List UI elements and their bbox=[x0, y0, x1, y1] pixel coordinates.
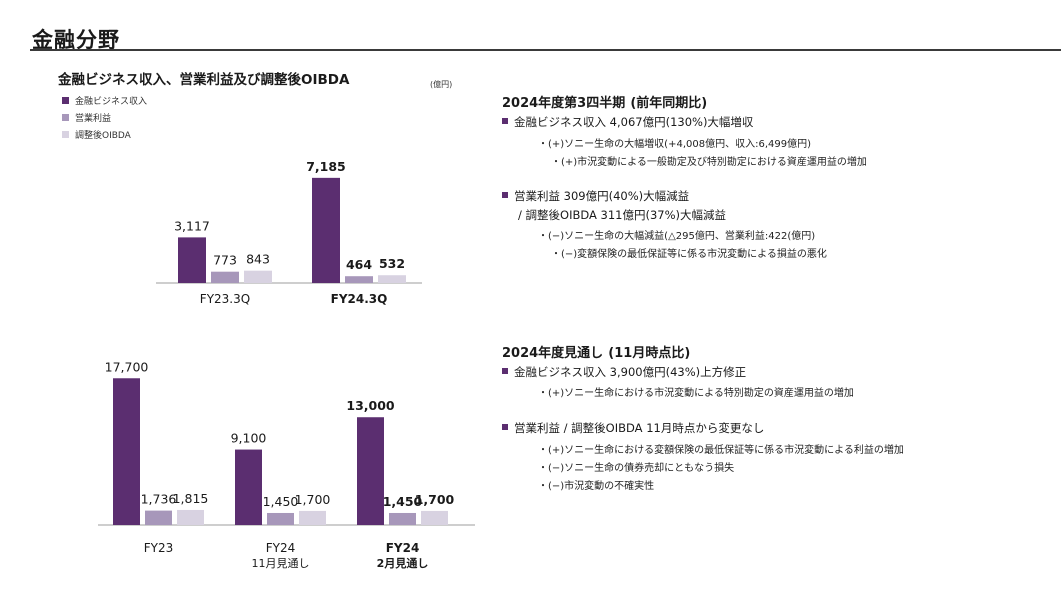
q3-revenue-text: 金融ビジネス収入 4,067億円(130%)大幅増収 bbox=[514, 115, 754, 129]
fc-revenue-bullet: 金融ビジネス収入 3,900億円(43%)上方修正 bbox=[502, 364, 746, 380]
data-label: 1,700 bbox=[415, 492, 455, 507]
legend-item-oibda: 調整後OIBDA bbox=[62, 126, 147, 143]
title-divider bbox=[30, 49, 1061, 51]
fc-opincome-sub3: ・(−)市況変動の不確実性 bbox=[538, 481, 655, 492]
bar-revenue bbox=[113, 378, 140, 525]
legend-label-oibda: 調整後OIBDA bbox=[75, 131, 131, 141]
bar-oibda bbox=[299, 510, 326, 525]
bar-revenue bbox=[312, 177, 340, 283]
chart-legend: 金融ビジネス収入 営業利益 調整後OIBDA bbox=[62, 92, 147, 143]
fc-opincome-text: 営業利益 / 調整後OIBDA 11月時点から変更なし bbox=[514, 421, 765, 435]
legend-label-revenue: 金融ビジネス収入 bbox=[75, 97, 148, 107]
section-forecast-heading: 2024年度見通し bbox=[502, 346, 604, 361]
bar-op-income bbox=[267, 512, 294, 525]
fc-revenue-text: 金融ビジネス収入 3,900億円(43%)上方修正 bbox=[514, 365, 747, 379]
category-label: FY23.3Q bbox=[200, 292, 250, 306]
category-label: FY23 bbox=[144, 541, 174, 555]
fc-opincome-sub2: ・(−)ソニー生命の債券売却にともなう損失 bbox=[538, 463, 735, 474]
data-label: 3,117 bbox=[174, 218, 210, 233]
q3-opincome-sub1: ・(−)ソニー生命の大幅減益(△295億円、営業利益:422(億円) bbox=[538, 231, 816, 242]
q3-revenue-sub1: ・(+)ソニー生命の大幅増収(+4,008億円、収入:6,499億円) bbox=[538, 139, 811, 150]
data-label: 464 bbox=[346, 257, 372, 272]
bar-oibda bbox=[421, 510, 448, 525]
category-label: FY24 bbox=[266, 541, 296, 555]
category-label: FY24 bbox=[386, 541, 420, 555]
bar-revenue bbox=[178, 237, 206, 283]
bullet-square-icon bbox=[502, 424, 508, 430]
q3-oibda-line: / 調整後OIBDA 311億円(37%)大幅減益 bbox=[518, 208, 727, 222]
bar-op-income bbox=[345, 276, 373, 283]
bar-oibda bbox=[378, 275, 406, 283]
q3-revenue-sub2: ・(+)市況変動による一般勘定及び特別勘定における資産運用益の増加 bbox=[551, 157, 867, 168]
fc-opincome-bullet: 営業利益 / 調整後OIBDA 11月時点から変更なし bbox=[502, 420, 764, 436]
data-label: 17,700 bbox=[105, 359, 149, 374]
section-q3-heading-sub: (前年同期比) bbox=[630, 96, 708, 111]
bar-op-income bbox=[389, 512, 416, 525]
q3-opincome-text: 営業利益 309億円(40%)大幅減益 bbox=[514, 189, 690, 203]
q3-opincome-sub2: ・(−)変額保険の最低保証等に係る市況変動による損益の悪化 bbox=[551, 249, 827, 260]
section-forecast: 2024年度見通し (11月時点比) bbox=[502, 342, 690, 361]
category-label: 2月見通し bbox=[377, 557, 429, 570]
fc-opincome-sub1: ・(+)ソニー生命における変額保険の最低保証等に係る市況変動による利益の増加 bbox=[538, 445, 904, 456]
data-label: 7,185 bbox=[306, 159, 346, 174]
data-label: 1,450 bbox=[263, 494, 299, 509]
legend-item-op-income: 営業利益 bbox=[62, 109, 147, 126]
bar-op-income bbox=[145, 510, 172, 525]
legend-swatch-oibda bbox=[62, 131, 69, 138]
category-label: 11月見通し bbox=[252, 557, 310, 570]
data-label: 1,736 bbox=[141, 492, 177, 507]
bar-revenue bbox=[357, 417, 384, 525]
page-title: 金融分野 bbox=[32, 28, 120, 52]
data-label: 532 bbox=[379, 256, 405, 271]
q3-revenue-bullet: 金融ビジネス収入 4,067億円(130%)大幅増収 bbox=[502, 114, 753, 130]
bar-op-income bbox=[211, 271, 239, 283]
section-q3: 2024年度第3四半期 (前年同期比) bbox=[502, 92, 707, 111]
data-label: 843 bbox=[246, 252, 270, 267]
chart-heading: 金融ビジネス収入、営業利益及び調整後OIBDA bbox=[58, 72, 350, 88]
bullet-square-icon bbox=[502, 192, 508, 198]
legend-swatch-revenue bbox=[62, 97, 69, 104]
q3-opincome-bullet: 営業利益 309億円(40%)大幅減益 bbox=[502, 188, 689, 204]
fc-revenue-sub1: ・(+)ソニー生命における市況変動による特別勘定の資産運用益の増加 bbox=[538, 388, 854, 399]
section-forecast-heading-sub: (11月時点比) bbox=[608, 346, 691, 361]
bullet-square-icon bbox=[502, 118, 508, 124]
data-label: 773 bbox=[213, 253, 237, 268]
legend-label-op-income: 営業利益 bbox=[75, 114, 112, 124]
bullet-square-icon bbox=[502, 368, 508, 374]
bar-oibda bbox=[177, 509, 204, 525]
data-label: 1,450 bbox=[383, 494, 423, 509]
bar-oibda bbox=[244, 270, 272, 283]
data-label: 13,000 bbox=[346, 398, 395, 413]
legend-swatch-op-income bbox=[62, 114, 69, 121]
legend-item-revenue: 金融ビジネス収入 bbox=[62, 92, 147, 109]
data-label: 1,700 bbox=[295, 492, 331, 507]
bar-revenue bbox=[235, 449, 262, 525]
data-label: 9,100 bbox=[231, 431, 267, 446]
section-q3-heading: 2024年度第3四半期 bbox=[502, 96, 626, 111]
category-label: FY24.3Q bbox=[331, 292, 388, 306]
unit-label: (億円) bbox=[430, 80, 453, 89]
data-label: 1,815 bbox=[173, 491, 209, 506]
